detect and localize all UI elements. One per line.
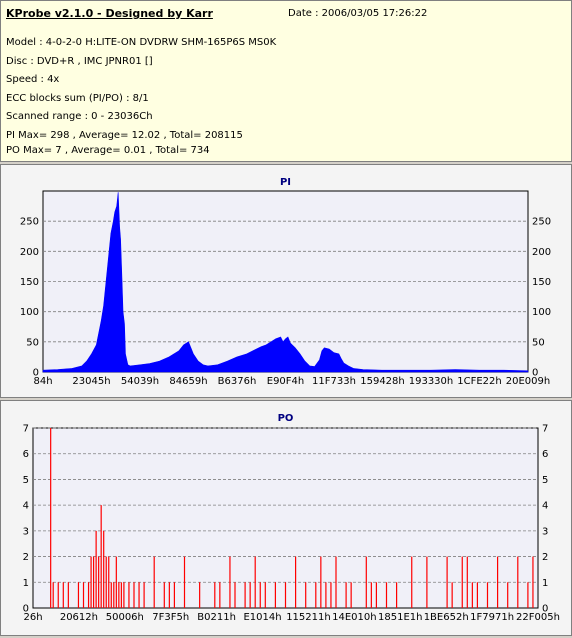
y-tick-label: 6 [23,449,29,460]
x-tick-label: 84h [33,376,52,387]
x-tick-label: E1014h [243,612,281,623]
y-tick-label: 7 [23,424,29,435]
app-title: KProbe v2.1.0 - Designed by Karr [6,7,213,20]
x-tick-label: 1CFE22h [457,376,501,387]
y-tick-label-right: 250 [532,217,551,228]
info-pi-stats: PI Max= 298 , Average= 12.02 , Total= 20… [6,130,243,141]
scan-date: Date : 2006/03/05 17:26:22 [288,8,428,19]
y-tick-label-right: 50 [532,337,545,348]
y-tick-label-right: 7 [542,424,548,435]
info-disc: Disc : DVD+R , IMC JPNR01 [] [6,56,153,67]
x-tick-label: E90F4h [267,376,305,387]
y-tick-label: 4 [23,501,29,512]
y-tick-label-right: 0 [532,368,538,379]
y-tick-label: 200 [20,247,39,258]
y-tick-label-right: 5 [542,475,548,486]
y-tick-label: 250 [20,217,39,228]
info-range: Scanned range : 0 - 23036Ch [6,111,153,122]
y-tick-label-right: 3 [542,526,548,537]
info-po-stats: PO Max= 7 , Average= 0.01 , Total= 734 [6,145,210,156]
y-tick-label: 3 [23,526,29,537]
y-tick-label-right: 6 [542,449,548,460]
x-tick-label: 7F3F5h [152,612,189,623]
y-tick-label: 100 [20,307,39,318]
pi-series-area [42,192,529,373]
y-tick-label-right: 0 [542,604,548,615]
y-tick-label: 50 [26,337,39,348]
x-tick-label: 22F005h [516,612,560,623]
y-tick-label: 0 [23,604,29,615]
x-tick-label: 84659h [169,376,207,387]
y-tick-label: 2 [23,552,29,563]
x-tick-label: 20612h [60,612,98,623]
x-tick-label: 23045h [72,376,110,387]
x-tick-label: 115211h [286,612,331,623]
x-tick-label: 50006h [106,612,144,623]
chart-title: PI [280,177,291,188]
x-tick-label: 20E009h [506,376,550,387]
x-tick-label: 159428h [360,376,405,387]
x-tick-label: 54039h [121,376,159,387]
y-tick-label: 0 [33,368,39,379]
y-tick-label-right: 2 [542,552,548,563]
x-tick-label: B6376h [218,376,257,387]
y-tick-label-right: 200 [532,247,551,258]
y-tick-label-right: 4 [542,501,548,512]
x-tick-label: 1F7971h [470,612,514,623]
y-tick-label: 5 [23,475,29,486]
info-ecc: ECC blocks sum (PI/PO) : 8/1 [6,93,149,104]
y-tick-label: 1 [23,578,29,589]
info-model: Model : 4-0-2-0 H:LITE-ON DVDRW SHM-165P… [6,37,277,48]
x-tick-label: 1851E1h [378,612,422,623]
pi-chart: PI 0 0 50 50 100 100 150 150 200 200 250 250 84h 23045… [20,177,551,387]
info-panel: KProbe v2.1.0 - Designed by Karr Date : … [0,0,572,162]
x-tick-label: 14E010h [332,612,376,623]
y-tick-label-right: 150 [532,277,551,288]
y-tick-label: 150 [20,277,39,288]
y-tick-label-right: 1 [542,578,548,589]
x-tick-label: 11F733h [312,376,356,387]
po-chart: PO 0 0 1 1 2 2 3 3 4 4 5 5 6 6 7 7 26h 20612h 50006h 7F3F5h B… [23,413,560,623]
x-tick-label: 26h [23,612,42,623]
x-tick-label: 193330h [409,376,454,387]
info-speed: Speed : 4x [6,74,60,85]
pi-chart-panel: PI 0 0 50 50 100 100 150 150 200 200 250 250 84h 23045… [0,164,572,398]
x-tick-label: 1BE652h [424,612,469,623]
y-tick-label-right: 100 [532,307,551,318]
chart-title: PO [278,413,294,424]
x-tick-label: B0211h [197,612,236,623]
po-chart-panel: PO 0 0 1 1 2 2 3 3 4 4 5 5 6 6 7 7 26h 20612h 50006h 7F3F5h B… [0,400,572,636]
